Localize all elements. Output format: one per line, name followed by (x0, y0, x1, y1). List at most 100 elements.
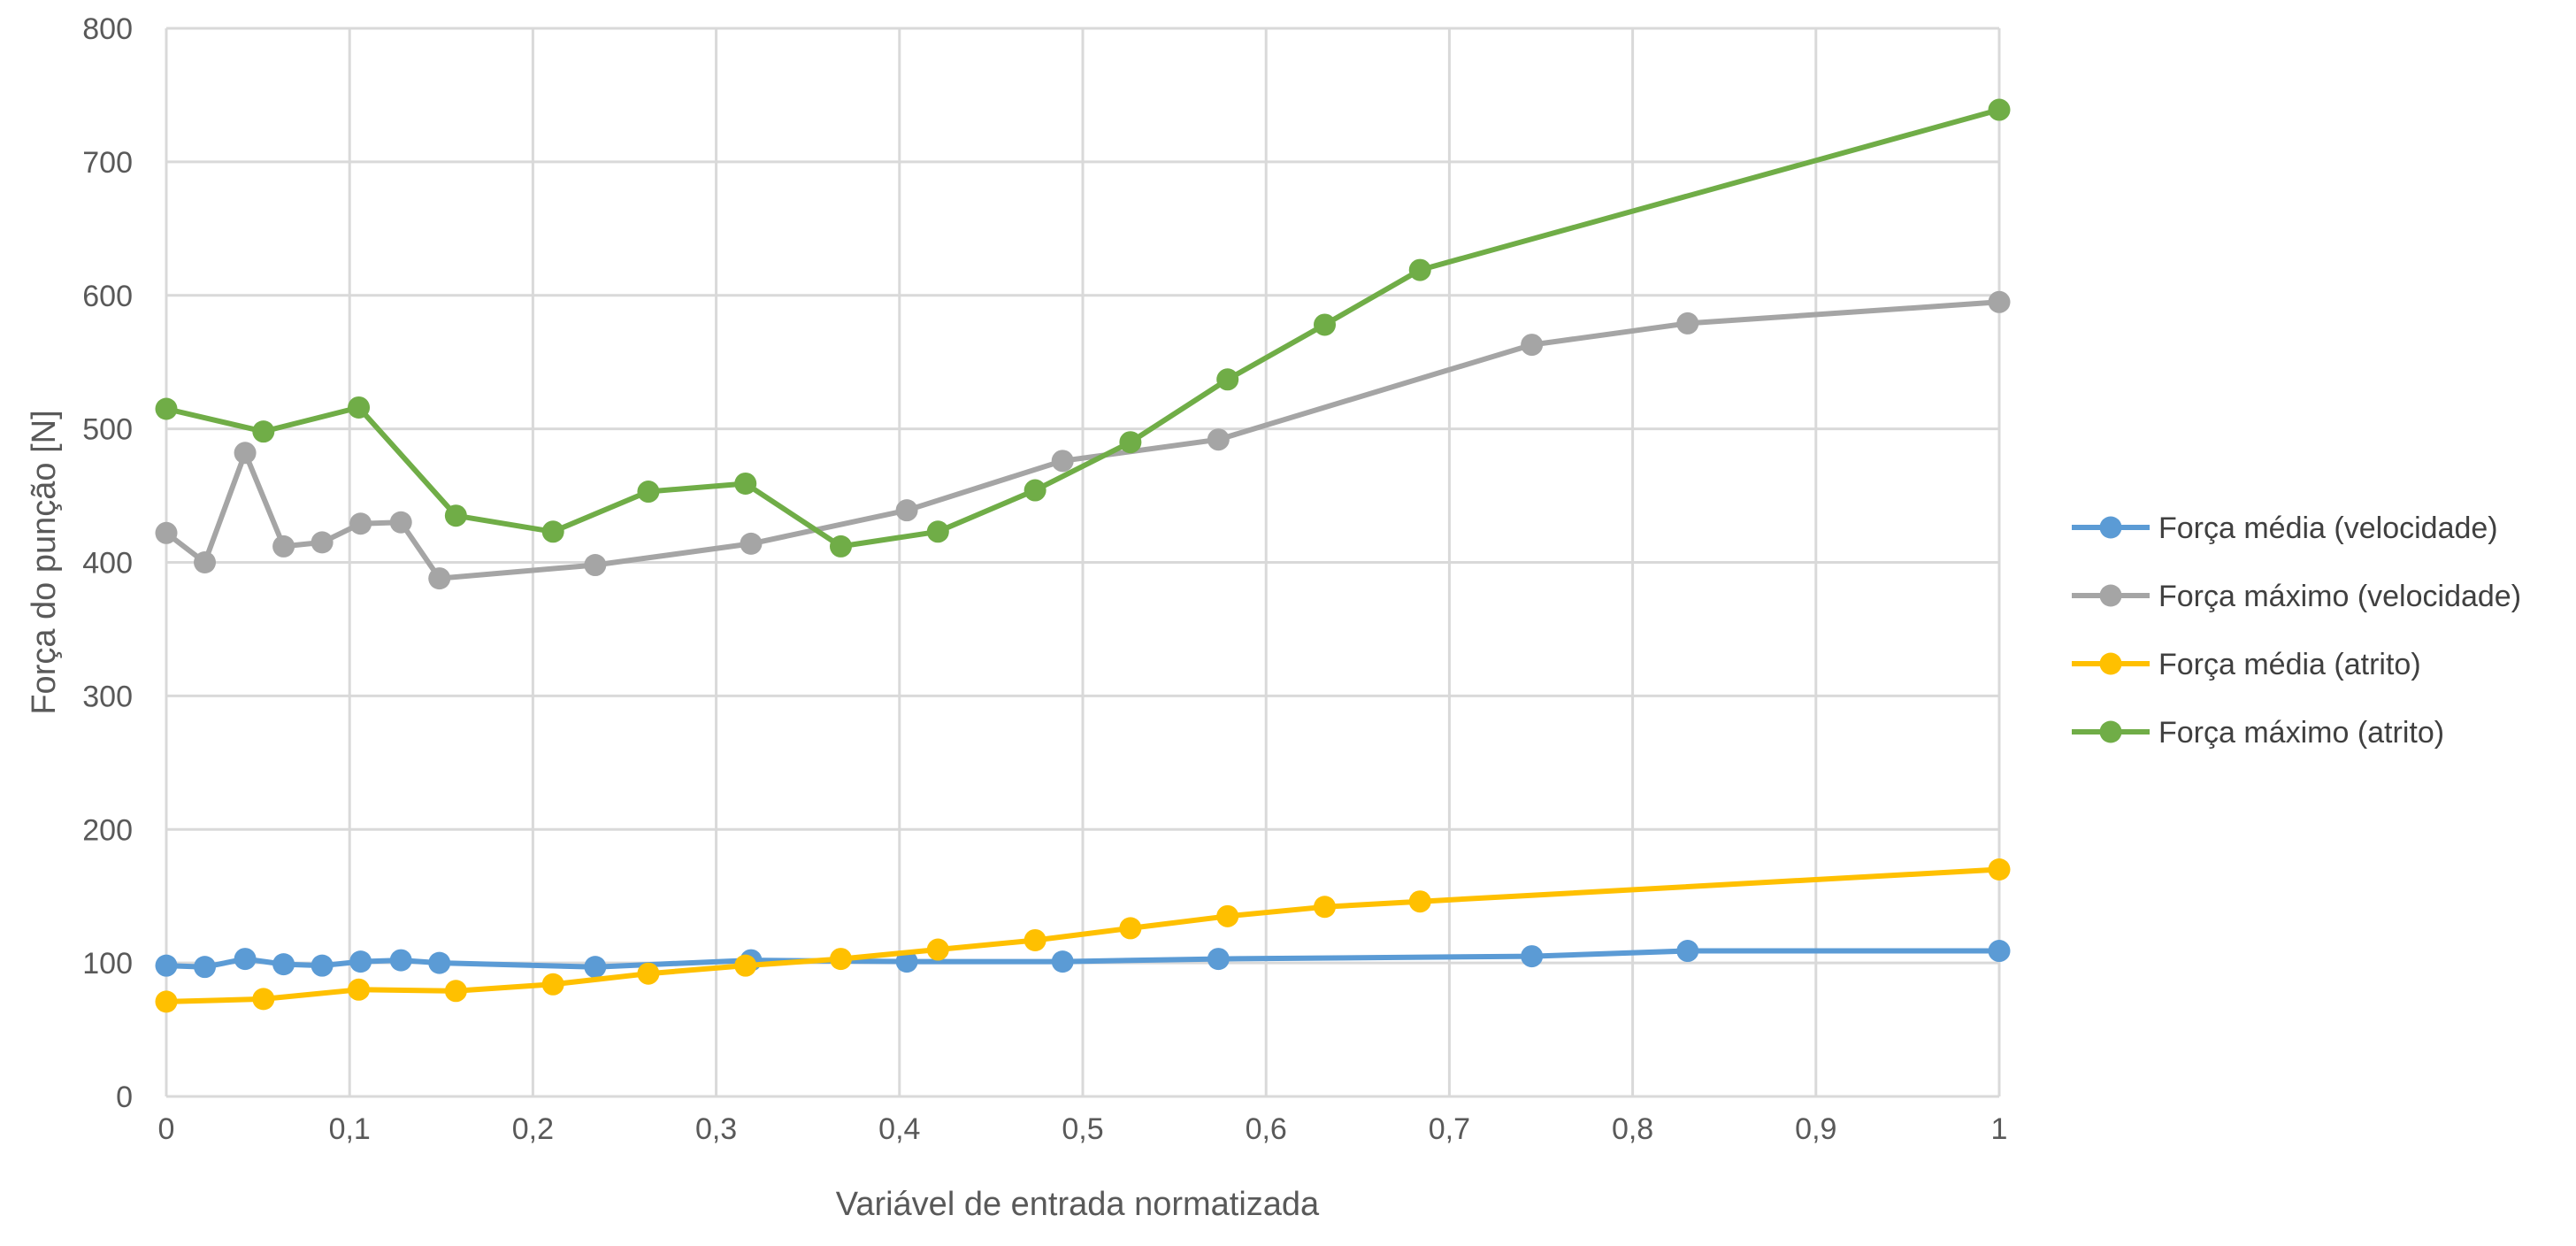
data-point (584, 554, 607, 577)
y-tick-label: 300 (82, 680, 133, 713)
gridlines (165, 27, 2001, 1096)
data-point (1051, 950, 1074, 973)
legend-label: Força média (velocidade) (2158, 511, 2498, 545)
data-point (541, 520, 564, 543)
data-point (734, 472, 757, 495)
legend-marker (2099, 720, 2122, 743)
x-tick-label: 0,2 (512, 1112, 554, 1146)
series-line (164, 299, 2002, 581)
y-tick-label: 100 (82, 947, 133, 981)
x-tick-label: 0,4 (878, 1112, 920, 1146)
y-axis-title: Força do punção [N] (26, 410, 63, 714)
data-point (926, 938, 949, 961)
x-tick-label: 0,1 (329, 1112, 371, 1146)
data-point (1119, 431, 1142, 454)
y-tick-label: 600 (82, 280, 133, 313)
data-point (1676, 940, 1699, 963)
data-point (272, 953, 295, 976)
data-point (829, 948, 852, 971)
data-point (740, 532, 763, 555)
series-line (164, 948, 2002, 970)
data-point (1216, 904, 1239, 927)
data-point (272, 535, 295, 558)
data-point (234, 948, 257, 971)
data-point (1988, 290, 2011, 313)
data-point (389, 949, 412, 972)
data-point (252, 988, 275, 1011)
series-4 (155, 98, 2011, 558)
data-point (428, 951, 451, 974)
legend-label: Força máximo (velocidade) (2158, 580, 2521, 613)
legend-label: Força máximo (atrito) (2158, 716, 2444, 750)
data-point (1988, 940, 2011, 963)
legend: Força média (velocidade) Força máximo (ve… (2072, 511, 2521, 750)
data-point (1207, 428, 1230, 451)
data-point (1216, 368, 1239, 391)
x-tick-label: 0 (158, 1112, 175, 1146)
data-point (444, 980, 467, 1003)
y-tick-label: 700 (82, 146, 133, 180)
data-point (348, 978, 371, 1001)
x-tick-label: 0,3 (695, 1112, 737, 1146)
data-point (637, 962, 660, 985)
series-group (155, 98, 2011, 1013)
data-point (1314, 313, 1337, 336)
data-point (1521, 334, 1544, 357)
x-tick-label: 0,5 (1062, 1112, 1103, 1146)
legend-label: Força média (atrito) (2158, 648, 2421, 681)
data-point (1988, 98, 2011, 121)
data-point (1207, 948, 1230, 971)
legend-marker (2099, 584, 2122, 607)
data-point (1408, 890, 1431, 913)
data-point (1988, 858, 2011, 881)
data-point (349, 512, 372, 535)
data-point (895, 950, 918, 973)
data-point (829, 535, 852, 558)
data-point (1676, 312, 1699, 335)
data-point (1024, 479, 1046, 502)
data-point (155, 521, 178, 544)
data-point (1521, 945, 1544, 968)
data-point (541, 973, 564, 996)
data-point (1024, 928, 1046, 951)
data-point (194, 956, 217, 979)
y-tick-label: 500 (82, 413, 133, 447)
data-point (895, 499, 918, 522)
x-tick-label: 0,7 (1429, 1112, 1470, 1146)
data-point (155, 990, 178, 1013)
series-1 (155, 940, 2011, 979)
data-point (584, 956, 607, 979)
data-point (348, 396, 371, 419)
data-point (252, 420, 275, 443)
data-point (234, 442, 257, 465)
legend-marker (2099, 516, 2122, 539)
x-axis-title: Variável de entrada normatizada (836, 1186, 1320, 1223)
x-tick-label: 0,9 (1795, 1112, 1836, 1146)
data-point (428, 567, 451, 590)
data-point (734, 954, 757, 977)
x-tick-label: 1 (1991, 1112, 2008, 1146)
series-3 (155, 858, 2011, 1013)
y-tick-label: 0 (116, 1081, 133, 1114)
data-point (389, 511, 412, 534)
data-point (1119, 917, 1142, 940)
data-point (1051, 450, 1074, 473)
data-point (1408, 258, 1431, 281)
data-point (926, 520, 949, 543)
data-point (155, 397, 178, 420)
data-point (310, 531, 334, 554)
y-tick-label: 400 (82, 547, 133, 581)
data-point (349, 950, 372, 973)
data-point (310, 954, 334, 977)
y-tick-label: 200 (82, 813, 133, 847)
axes: 0 100 200 300 400 500 600 700 800 0 0,1 0,2 0,3 0,4 0,… (82, 12, 2007, 1146)
legend-entry: Força máximo (atrito) (2072, 716, 2444, 750)
y-tick-label: 800 (82, 12, 133, 46)
data-point (155, 954, 178, 977)
x-tick-label: 0,8 (1612, 1112, 1653, 1146)
data-point (637, 481, 660, 504)
x-tick-label: 0,6 (1246, 1112, 1287, 1146)
data-point (1314, 896, 1337, 919)
